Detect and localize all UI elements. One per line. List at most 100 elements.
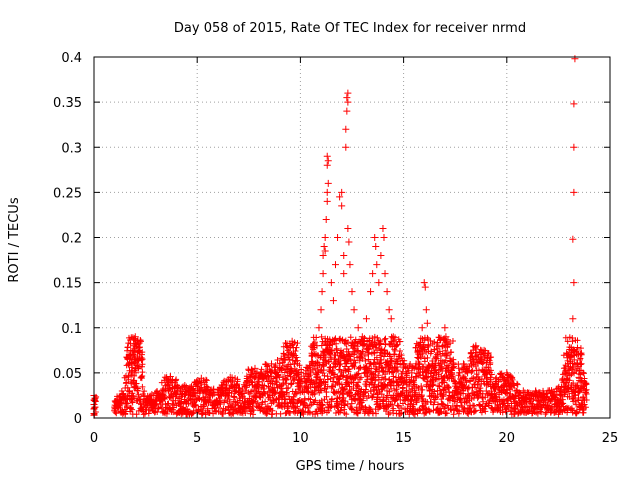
data-point bbox=[323, 161, 331, 169]
scatter-fill-mark bbox=[138, 357, 145, 364]
data-point bbox=[185, 387, 193, 395]
data-point bbox=[127, 369, 135, 377]
data-point bbox=[127, 378, 135, 386]
data-point bbox=[459, 360, 467, 368]
data-point bbox=[369, 270, 377, 278]
scatter-fill-mark bbox=[283, 376, 290, 383]
scatter-fill-mark bbox=[124, 344, 131, 351]
y-tick-label: 0.1 bbox=[61, 322, 82, 337]
scatter-fill-mark bbox=[341, 340, 348, 347]
data-point bbox=[318, 288, 326, 296]
data-point bbox=[128, 355, 136, 363]
scatter-fill-mark bbox=[482, 403, 489, 410]
scatter-fill-mark bbox=[282, 357, 289, 364]
scatter-fill-mark bbox=[342, 398, 349, 405]
scatter-fill-mark bbox=[566, 393, 573, 400]
scatter-fill-mark bbox=[389, 401, 396, 408]
y-tick-label: 0.05 bbox=[53, 367, 82, 382]
data-point bbox=[451, 378, 459, 386]
scatter-fill-mark bbox=[583, 396, 590, 403]
scatter-fill-mark bbox=[450, 356, 457, 363]
scatter-fill-mark bbox=[272, 362, 279, 369]
scatter-fill-mark bbox=[361, 352, 368, 359]
scatter-fill-mark bbox=[228, 390, 235, 397]
scatter-fill-mark bbox=[155, 404, 162, 411]
scatter-fill-mark bbox=[370, 374, 377, 381]
scatter-fill-mark bbox=[172, 377, 179, 384]
scatter-fill-mark bbox=[323, 389, 330, 396]
data-point bbox=[486, 378, 494, 386]
data-point bbox=[133, 387, 141, 395]
scatter-fill-mark bbox=[577, 361, 584, 368]
scatter-fill-mark bbox=[388, 357, 395, 364]
scatter-fill-mark bbox=[397, 396, 404, 403]
scatter-fill-mark bbox=[163, 410, 170, 417]
x-tick-label: 15 bbox=[395, 431, 412, 446]
scatter-fill-mark bbox=[542, 410, 549, 417]
data-point bbox=[286, 342, 294, 350]
data-point bbox=[569, 235, 577, 243]
data-point bbox=[428, 360, 436, 368]
scatter-fill-mark bbox=[202, 376, 209, 383]
data-point bbox=[416, 351, 424, 359]
scatter-fill-mark bbox=[288, 380, 295, 387]
scatter-fill-mark bbox=[474, 381, 481, 388]
scatter-fill-mark bbox=[447, 349, 454, 356]
scatter-fill-mark bbox=[265, 373, 272, 380]
scatter-fill-mark bbox=[225, 393, 232, 400]
data-point bbox=[206, 391, 214, 399]
data-point bbox=[373, 261, 381, 269]
scatter-fill-mark bbox=[484, 350, 491, 357]
scatter-fill-mark bbox=[122, 399, 129, 406]
data-point bbox=[523, 389, 531, 397]
scatter-fill-mark bbox=[272, 389, 279, 396]
data-point bbox=[412, 360, 420, 368]
scatter-fill-mark bbox=[445, 362, 452, 369]
scatter-fill-mark bbox=[582, 404, 589, 411]
y-axis-label: ROTI / TECUs bbox=[7, 197, 22, 282]
data-point bbox=[327, 279, 335, 287]
scatter-fill-mark bbox=[441, 403, 448, 410]
scatter-fill-mark bbox=[416, 361, 423, 368]
data-point bbox=[322, 215, 330, 223]
scatter-fill-mark bbox=[564, 376, 571, 383]
data-point bbox=[156, 394, 164, 402]
scatter-fill-mark bbox=[345, 368, 352, 375]
scatter-fill-mark bbox=[413, 374, 420, 381]
scatter-fill-mark bbox=[376, 404, 383, 411]
scatter-fill-mark bbox=[351, 363, 358, 370]
scatter-fill-mark bbox=[397, 348, 404, 355]
chart-title: Day 058 of 2015, Rate Of TEC Index for r… bbox=[174, 21, 526, 36]
data-point bbox=[581, 389, 589, 397]
scatter-fill-mark bbox=[577, 351, 584, 358]
scatter-fill-mark bbox=[222, 407, 229, 414]
data-point bbox=[320, 243, 328, 251]
data-point bbox=[323, 188, 331, 196]
data-point bbox=[315, 324, 323, 332]
scatter-fill-mark bbox=[281, 400, 288, 407]
scatter-fill-mark bbox=[281, 362, 288, 369]
scatter-fill-mark bbox=[298, 366, 305, 373]
scatter-fill-mark bbox=[133, 380, 140, 387]
scatter-fill-mark bbox=[433, 355, 440, 362]
data-point bbox=[478, 355, 486, 363]
scatter-fill-mark bbox=[305, 408, 312, 415]
data-point bbox=[276, 363, 284, 371]
data-point bbox=[268, 360, 276, 368]
data-point bbox=[91, 394, 99, 402]
scatter-fill-mark bbox=[419, 395, 426, 402]
scatter-fill-mark bbox=[343, 411, 350, 418]
scatter-fill-mark bbox=[382, 335, 389, 342]
data-point bbox=[113, 398, 121, 406]
scatter-fill-mark bbox=[432, 394, 439, 401]
scatter-fill-mark bbox=[580, 409, 587, 416]
scatter-fill-mark bbox=[352, 359, 359, 366]
scatter-fill-mark bbox=[386, 362, 393, 369]
data-point bbox=[239, 385, 247, 393]
scatter-fill-mark bbox=[380, 367, 387, 374]
data-point bbox=[439, 342, 447, 350]
data-point bbox=[255, 378, 263, 386]
scatter-fill-mark bbox=[350, 351, 357, 358]
data-point bbox=[544, 387, 552, 395]
